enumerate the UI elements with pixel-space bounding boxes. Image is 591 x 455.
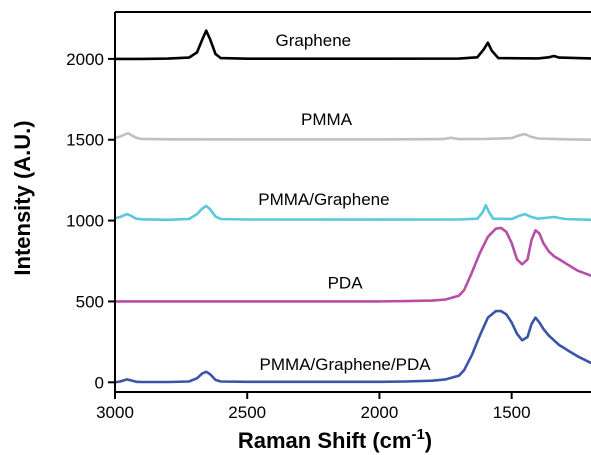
- x-axis-title-close: ): [425, 428, 432, 453]
- series-line-pda: [113, 226, 591, 303]
- series-line-graphene: [113, 29, 591, 61]
- series-line-pmma-graphene: [113, 203, 591, 222]
- y-tick-label: 500: [76, 292, 104, 311]
- x-axis-title: Raman Shift (cm-1): [238, 426, 432, 453]
- y-tick-label: 1000: [66, 212, 104, 231]
- series-label-pmma-graphene: PMMA/Graphene: [258, 190, 389, 209]
- y-axis-title: Intensity (A.U.): [10, 120, 35, 275]
- series-label-pmma: PMMA: [301, 110, 353, 129]
- y-tick-label: 2000: [66, 50, 104, 69]
- x-axis-title-superscript: -1: [411, 426, 424, 443]
- series-label-graphene: Graphene: [276, 31, 352, 50]
- series-layer: Graphene PMMA PMMA/Graphene PDA PMMA/Graphen…: [113, 29, 591, 384]
- series-line-pmma: [113, 132, 591, 141]
- y-tick-label: 1500: [66, 131, 104, 150]
- series-line-pmma-graphene-pda: [113, 309, 591, 384]
- y-tick-label: 0: [95, 373, 104, 392]
- x-tick-label: 2000: [361, 403, 399, 422]
- series-label-pda: PDA: [328, 274, 364, 293]
- x-tick-label: 3000: [96, 403, 134, 422]
- x-tick-label: 2500: [228, 403, 266, 422]
- x-tick-label: 1500: [493, 403, 531, 422]
- series-label-pmma-graphene-pda: PMMA/Graphene/PDA: [260, 355, 432, 374]
- axes-layer: 0 500 1000 1500 2000 3000 2500 2000 1500: [66, 12, 591, 422]
